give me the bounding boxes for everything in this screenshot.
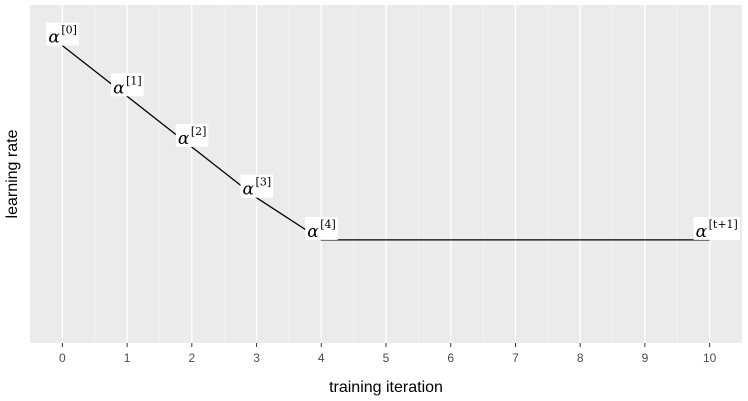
point-label: α [3] <box>240 174 274 200</box>
x-tick-label: 10 <box>703 351 717 365</box>
x-tick-label: 7 <box>512 351 519 365</box>
point-label-superscript: [t+1] <box>709 218 738 231</box>
x-tick-label: 5 <box>383 351 390 365</box>
y-axis-title: learning rate <box>4 129 21 218</box>
x-axis-title: training iteration <box>329 379 443 396</box>
x-tick-label: 6 <box>447 351 454 365</box>
x-tick-label: 4 <box>318 351 325 365</box>
x-tick-label: 2 <box>188 351 195 365</box>
point-label-superscript: [1] <box>126 74 142 87</box>
point-label-background <box>46 22 79 46</box>
point-label-symbol: α <box>178 129 190 149</box>
point-label-symbol: α <box>307 222 319 242</box>
point-label: α [2] <box>175 123 209 149</box>
x-tick-label: 9 <box>642 351 649 365</box>
point-label-superscript: [0] <box>61 24 77 37</box>
point-label-background <box>305 216 338 240</box>
point-label: α [0] <box>46 22 79 48</box>
x-tick-label: 8 <box>577 351 584 365</box>
point-label-symbol: α <box>696 222 708 242</box>
point-label-superscript: [3] <box>256 176 272 189</box>
point-label-background <box>693 216 740 240</box>
x-tick-label: 0 <box>59 351 66 365</box>
point-label: α [4] <box>305 216 338 242</box>
major-gridlines <box>61 5 711 343</box>
minor-gridlines <box>94 5 678 343</box>
point-label-background <box>240 174 274 198</box>
point-labels: α [0]α [1]α [2]α [3]α [4] α [t+1] <box>46 22 740 242</box>
point-label: α [1] <box>111 73 144 98</box>
point-label-superscript: [4] <box>320 218 336 231</box>
point-label: α [t+1] <box>693 216 740 242</box>
point-label-symbol: α <box>113 78 125 98</box>
x-tick-label: 3 <box>253 351 260 365</box>
point-label-background <box>111 73 144 97</box>
x-tick-label: 1 <box>124 351 131 365</box>
point-label-background <box>175 123 209 147</box>
x-axis-ticks: 0 1 2 3 4 5 6 7 8 9 10 <box>59 343 717 365</box>
point-label-superscript: [2] <box>191 125 207 138</box>
point-label-symbol: α <box>48 28 60 48</box>
point-label-symbol: α <box>243 180 255 200</box>
